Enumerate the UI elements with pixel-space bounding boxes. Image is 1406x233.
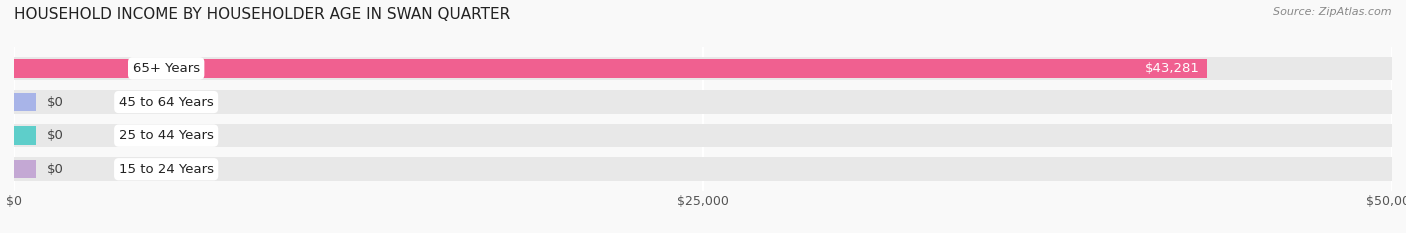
Text: 45 to 64 Years: 45 to 64 Years [118,96,214,109]
Text: $0: $0 [48,96,65,109]
Bar [14,160,37,178]
Text: $0: $0 [48,129,65,142]
Text: 15 to 24 Years: 15 to 24 Years [118,163,214,176]
Text: 65+ Years: 65+ Years [132,62,200,75]
Text: $43,281: $43,281 [1144,62,1199,75]
Bar [14,158,1392,181]
Bar [14,57,1392,80]
Text: Source: ZipAtlas.com: Source: ZipAtlas.com [1274,7,1392,17]
Text: HOUSEHOLD INCOME BY HOUSEHOLDER AGE IN SWAN QUARTER: HOUSEHOLD INCOME BY HOUSEHOLDER AGE IN S… [14,7,510,22]
Bar [14,93,37,111]
Text: $0: $0 [48,163,65,176]
Bar [14,124,1392,147]
Bar [14,126,37,145]
Text: 25 to 44 Years: 25 to 44 Years [118,129,214,142]
Bar [14,59,1206,78]
Bar [14,90,1392,114]
